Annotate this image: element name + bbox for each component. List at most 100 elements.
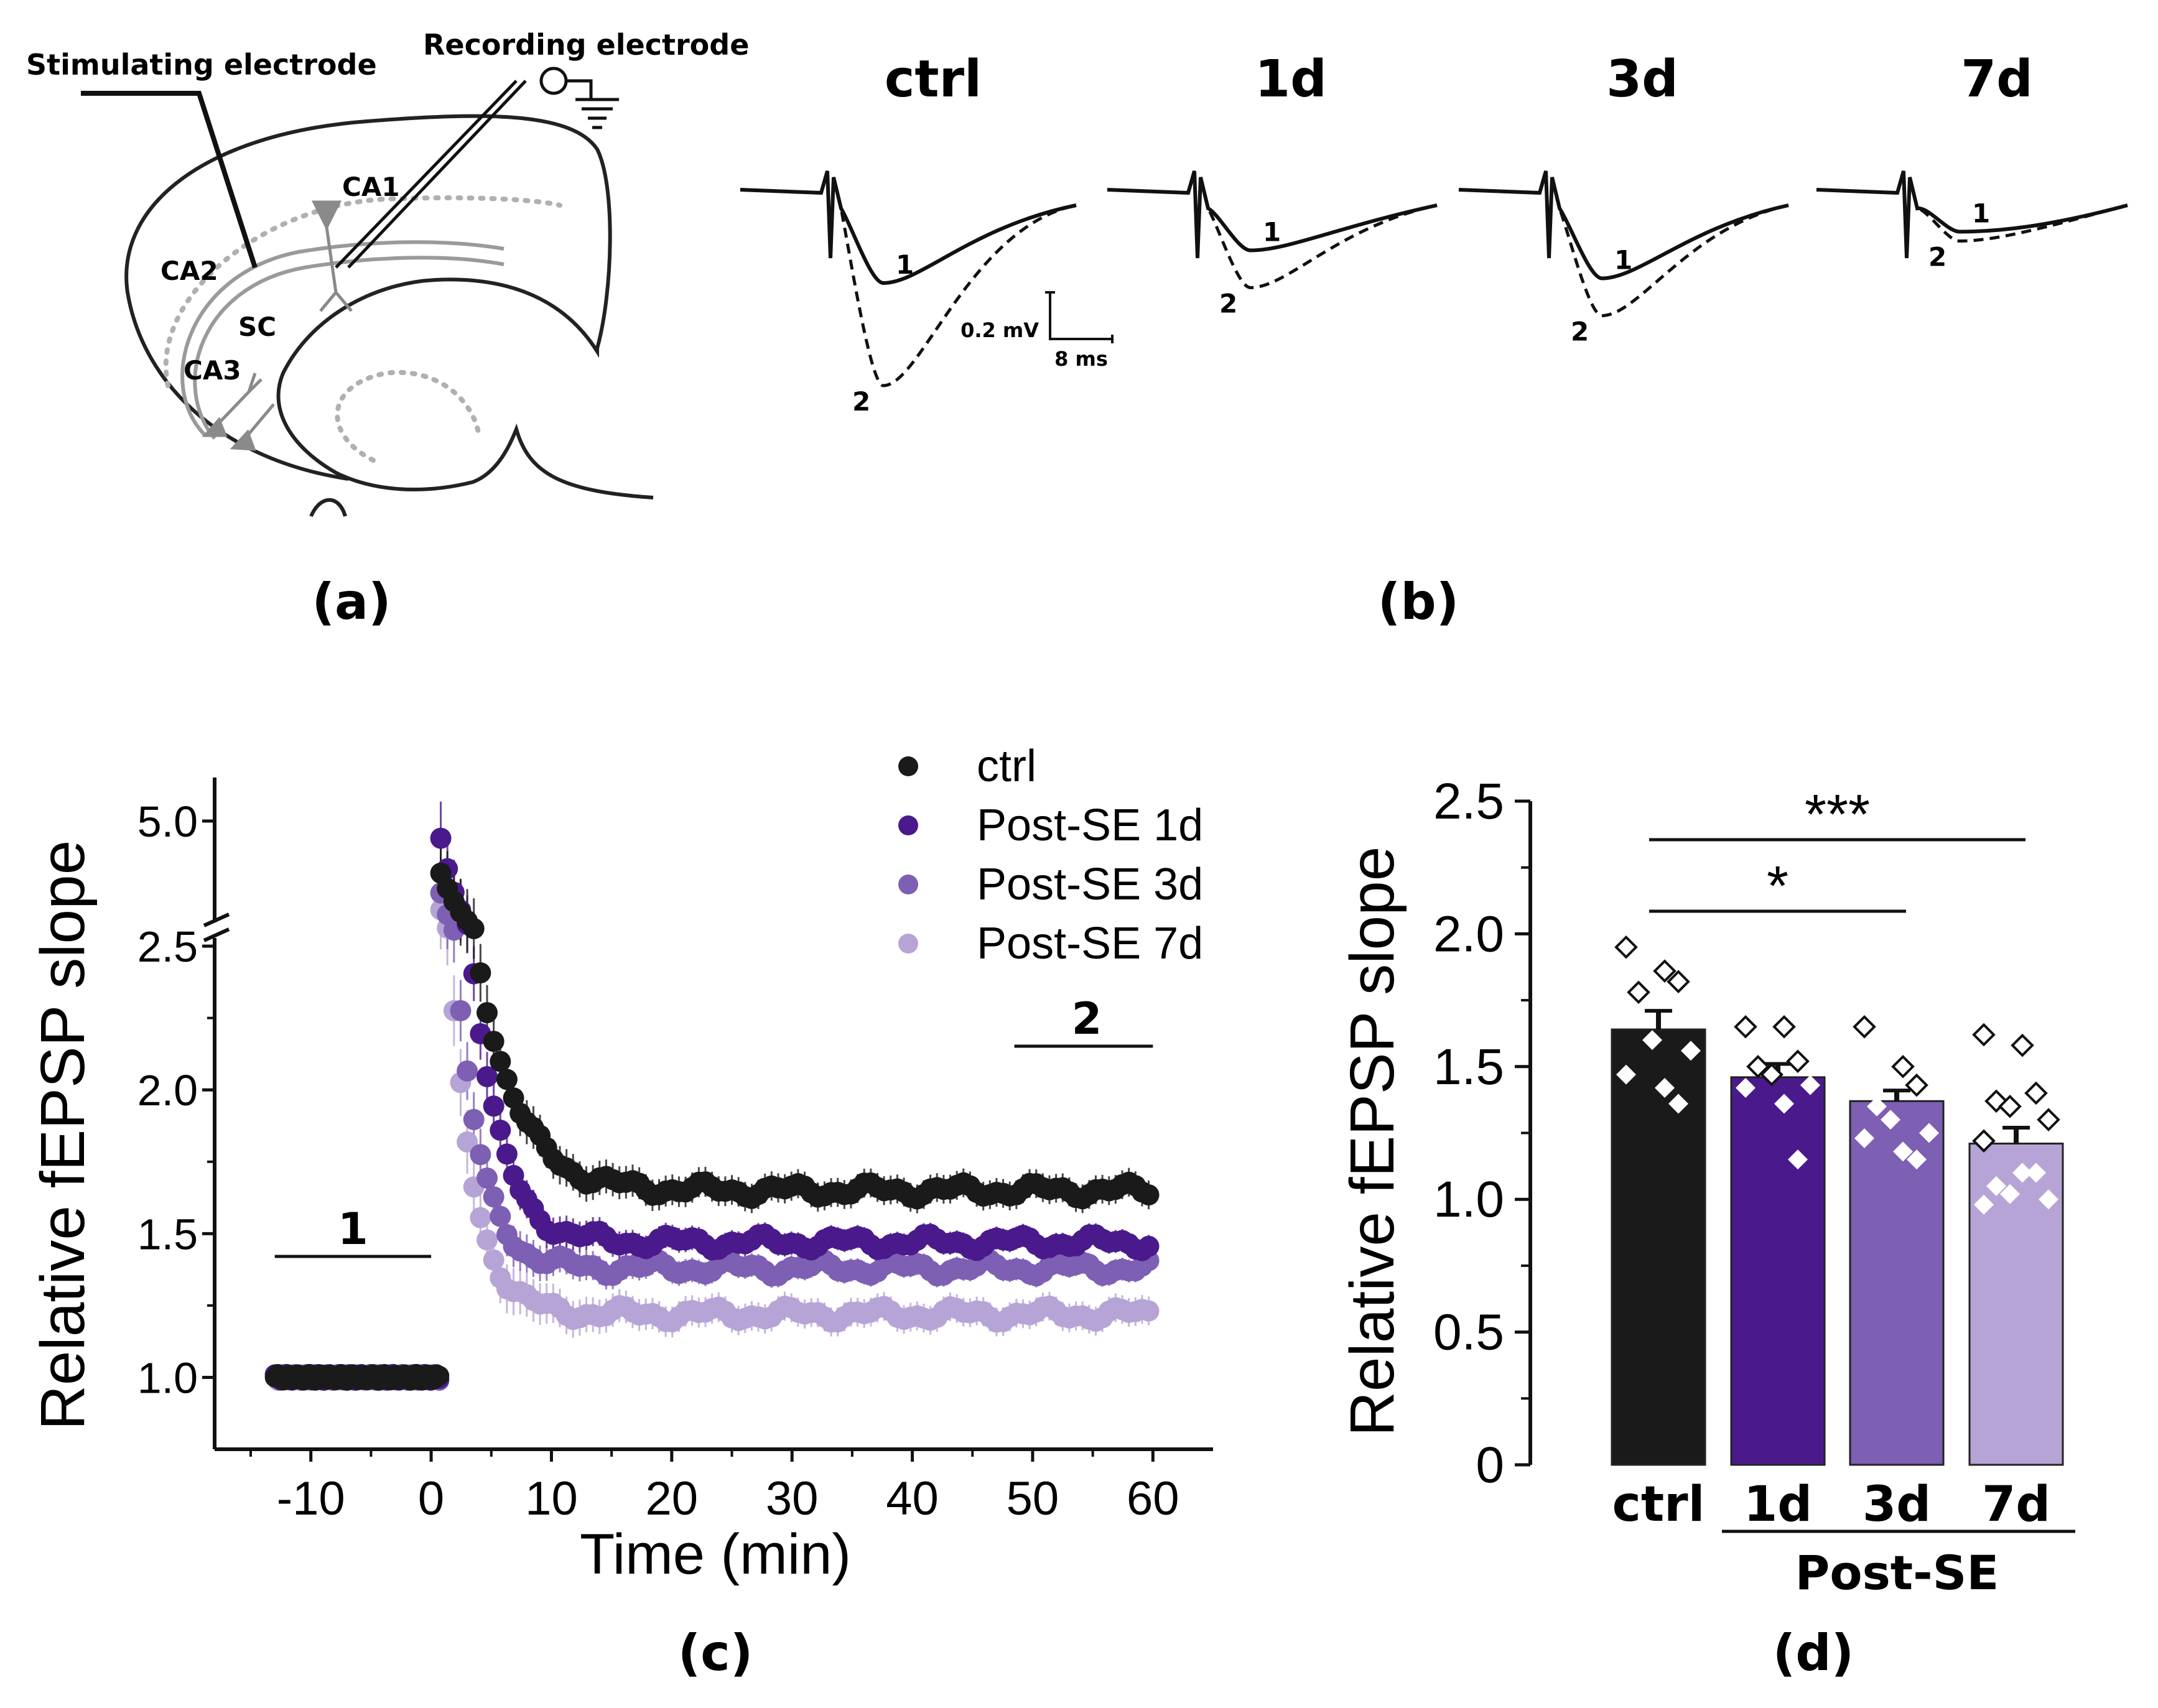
trace-1-3d — [1458, 170, 1789, 281]
data-point-ctrl — [1614, 935, 1638, 959]
y-tick-label-d: 1.0 — [1433, 1171, 1504, 1228]
point-ctrl — [483, 1031, 505, 1052]
trace-label-1-7d: 1 — [1972, 198, 1990, 229]
legend-marker-ctrl — [898, 756, 918, 776]
data-point-7d — [1998, 1094, 2022, 1118]
y-tick-label-d: 1.5 — [1433, 1039, 1504, 1095]
data-point-ctrl — [1653, 959, 1677, 983]
panel-label-c: (c) — [678, 1624, 753, 1682]
point-d7 — [483, 1249, 505, 1271]
significance-label: * — [1767, 855, 1788, 917]
timecourse-points — [264, 827, 1160, 1391]
panel-label-b: (b) — [1378, 573, 1459, 631]
timecourse-xlabel: Time (min) — [580, 1523, 851, 1586]
bar-3d — [1849, 1100, 1945, 1466]
point-d3 — [470, 1144, 491, 1166]
x-tick-label-c: 0 — [418, 1472, 444, 1525]
category-label-7d: 7d — [1982, 1477, 2050, 1533]
data-point-ctrl — [1667, 970, 1690, 994]
point-ctrl — [429, 1365, 450, 1386]
category-label-ctrl: ctrl — [1612, 1477, 1705, 1533]
bar-axis-ticks: 0 0.5 1.0 1.5 2.0 2.5 — [1433, 773, 1530, 1493]
x-tick-label-c: 10 — [525, 1472, 578, 1525]
data-point-7d — [2012, 1163, 2032, 1183]
scale-bar — [1045, 291, 1114, 343]
point-d1 — [490, 1120, 511, 1141]
hippocampus-notch — [309, 498, 347, 518]
point-ctrl — [476, 1002, 498, 1024]
data-point-3d — [1867, 1096, 1887, 1116]
legend-marker-d1 — [898, 815, 918, 835]
y-tick-label-d: 2.0 — [1433, 906, 1504, 962]
data-point-7d — [2039, 1189, 2058, 1210]
data-point-1d — [1788, 1149, 1808, 1170]
point-d1 — [430, 827, 452, 849]
data-point-3d — [1854, 1128, 1874, 1149]
bar-ylabel: Relative fEPSP slope — [1337, 847, 1407, 1437]
point-d1 — [1138, 1235, 1160, 1257]
panel-label-d: (d) — [1773, 1624, 1854, 1682]
bar-1d — [1730, 1076, 1826, 1466]
panel-a-schematic: Stimulating electrode Recording electrod… — [26, 28, 749, 631]
point-d3 — [457, 1060, 478, 1082]
data-point-ctrl — [1655, 1077, 1675, 1098]
schaffer-collaterals — [180, 240, 505, 437]
data-point-1d — [1734, 1014, 1757, 1039]
x-tick-label-c: 40 — [886, 1472, 939, 1525]
point-ctrl — [496, 1069, 518, 1090]
data-point-1d — [1760, 1062, 1784, 1087]
point-d3 — [483, 1186, 505, 1208]
hippocampus-outline — [124, 114, 654, 499]
condition-label-ctrl: ctrl — [885, 50, 982, 109]
late-bar: 2 — [1014, 993, 1153, 1048]
trace-label-2-1d: 2 — [1219, 289, 1237, 319]
panel-label-a: (a) — [312, 573, 391, 631]
trace-label-2-3d: 2 — [1571, 317, 1589, 347]
x-tick-label-c: 50 — [1007, 1472, 1059, 1525]
data-point-ctrl — [1616, 1064, 1636, 1085]
category-label-1d: 1d — [1744, 1477, 1812, 1533]
trace-label-2-7d: 2 — [1928, 242, 1946, 272]
data-point-1d — [1800, 1075, 1820, 1095]
data-point-3d — [1907, 1149, 1927, 1170]
data-point-3d — [1919, 1123, 1939, 1143]
region-ca2: CA2 — [160, 256, 218, 286]
condition-label-3d: 3d — [1606, 50, 1678, 109]
point-d1 — [483, 1095, 505, 1117]
y-tick-label-c-upper: 5.0 — [137, 797, 198, 846]
condition-label-7d: 7d — [1961, 50, 2033, 109]
data-point-3d — [1893, 1141, 1913, 1162]
bar-ctrl — [1611, 1028, 1706, 1466]
point-d7 — [1138, 1300, 1160, 1322]
point-d7 — [457, 1131, 478, 1153]
y-tick-label-d: 2.5 — [1433, 773, 1504, 830]
data-point-7d — [1972, 1023, 1996, 1047]
x-tick-label-c: 20 — [646, 1472, 699, 1525]
trace-1-ctrl — [740, 170, 1077, 285]
trace-label-1-1d: 1 — [1263, 217, 1281, 248]
late-bar-label: 2 — [1072, 993, 1102, 1044]
region-ca3: CA3 — [184, 355, 241, 386]
y-tick-label-c: 2.0 — [137, 1066, 198, 1115]
region-sc: SC — [238, 312, 276, 342]
point-ctrl — [1138, 1184, 1160, 1206]
y-tick-label-c: 1.5 — [137, 1210, 198, 1258]
timecourse-ylabel: Relative fEPSP slope — [28, 840, 98, 1431]
stim-electrode-label: Stimulating electrode — [26, 48, 377, 81]
data-point-7d — [2026, 1163, 2046, 1183]
point-d3 — [476, 1167, 498, 1189]
data-point-7d — [2011, 1033, 2034, 1057]
data-point-ctrl — [1668, 1093, 1688, 1114]
y-tick-label-d: 0 — [1476, 1437, 1504, 1493]
data-point-ctrl — [1642, 1030, 1662, 1051]
legend-label-d3: Post-SE 3d — [977, 860, 1203, 909]
legend-label-ctrl: ctrl — [977, 741, 1036, 791]
dentate-layer — [335, 369, 481, 463]
pyramidal-layer — [163, 195, 562, 388]
data-point-7d — [1974, 1194, 1994, 1215]
x-tick-label-c: 60 — [1127, 1472, 1179, 1525]
trace-2-3d — [1458, 170, 1789, 318]
baseline-bar-label: 1 — [338, 1204, 368, 1255]
data-point-7d — [1986, 1176, 2006, 1196]
